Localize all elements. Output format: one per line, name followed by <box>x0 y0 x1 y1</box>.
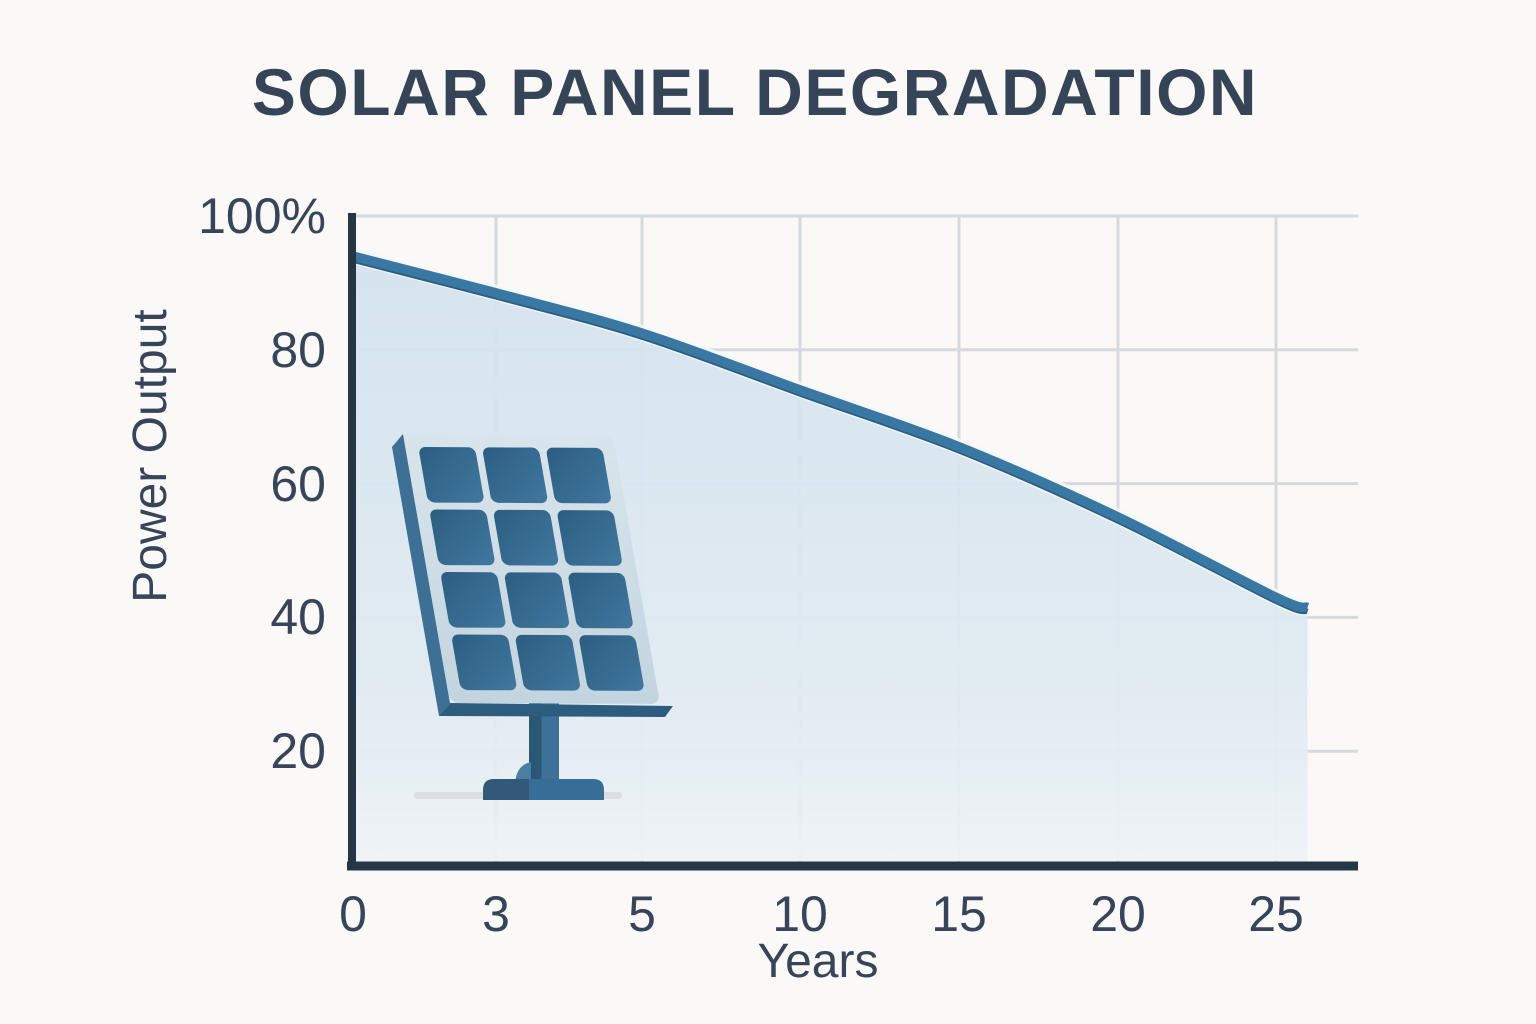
x-tick-label: 10 <box>772 886 828 942</box>
solar-panel-illustration <box>392 434 673 800</box>
panel-cell <box>557 510 622 566</box>
panel-cell <box>568 572 633 629</box>
x-tick-label: 15 <box>931 886 987 942</box>
panel-cell <box>430 509 495 566</box>
panel-edge-left <box>392 434 450 716</box>
panel-cell <box>441 572 506 628</box>
y-tick-label: 80 <box>270 321 326 378</box>
panel-cells <box>419 447 644 691</box>
panel-cell <box>504 572 570 629</box>
x-tick-label: 0 <box>339 886 367 942</box>
degradation-curve <box>351 251 1310 613</box>
y-tick-label: 60 <box>270 455 326 512</box>
y-tick-label: 20 <box>270 723 326 780</box>
x-axis-label: Years <box>757 935 879 988</box>
y-tick-label: 100% <box>198 188 326 244</box>
panel-edge-bottom <box>439 703 673 717</box>
panel-face <box>404 434 659 704</box>
panel-stand-base <box>483 779 604 800</box>
y-tick-label: 40 <box>270 589 326 646</box>
panel-cell <box>483 447 548 504</box>
panel-cell <box>419 447 484 503</box>
panel-stand-fillet <box>515 762 531 784</box>
panel-cell <box>515 634 580 691</box>
panel-cell <box>493 509 559 566</box>
x-tick-label: 3 <box>482 886 510 942</box>
panel-cell <box>579 635 644 691</box>
x-tick-label: 5 <box>628 886 656 942</box>
chart-title: SOLAR PANEL DEGRADATION <box>251 55 1259 129</box>
x-tick-label: 25 <box>1248 886 1304 942</box>
panel-cell <box>546 447 611 504</box>
x-tick-label: 20 <box>1090 886 1146 942</box>
panel-cell <box>452 634 517 691</box>
